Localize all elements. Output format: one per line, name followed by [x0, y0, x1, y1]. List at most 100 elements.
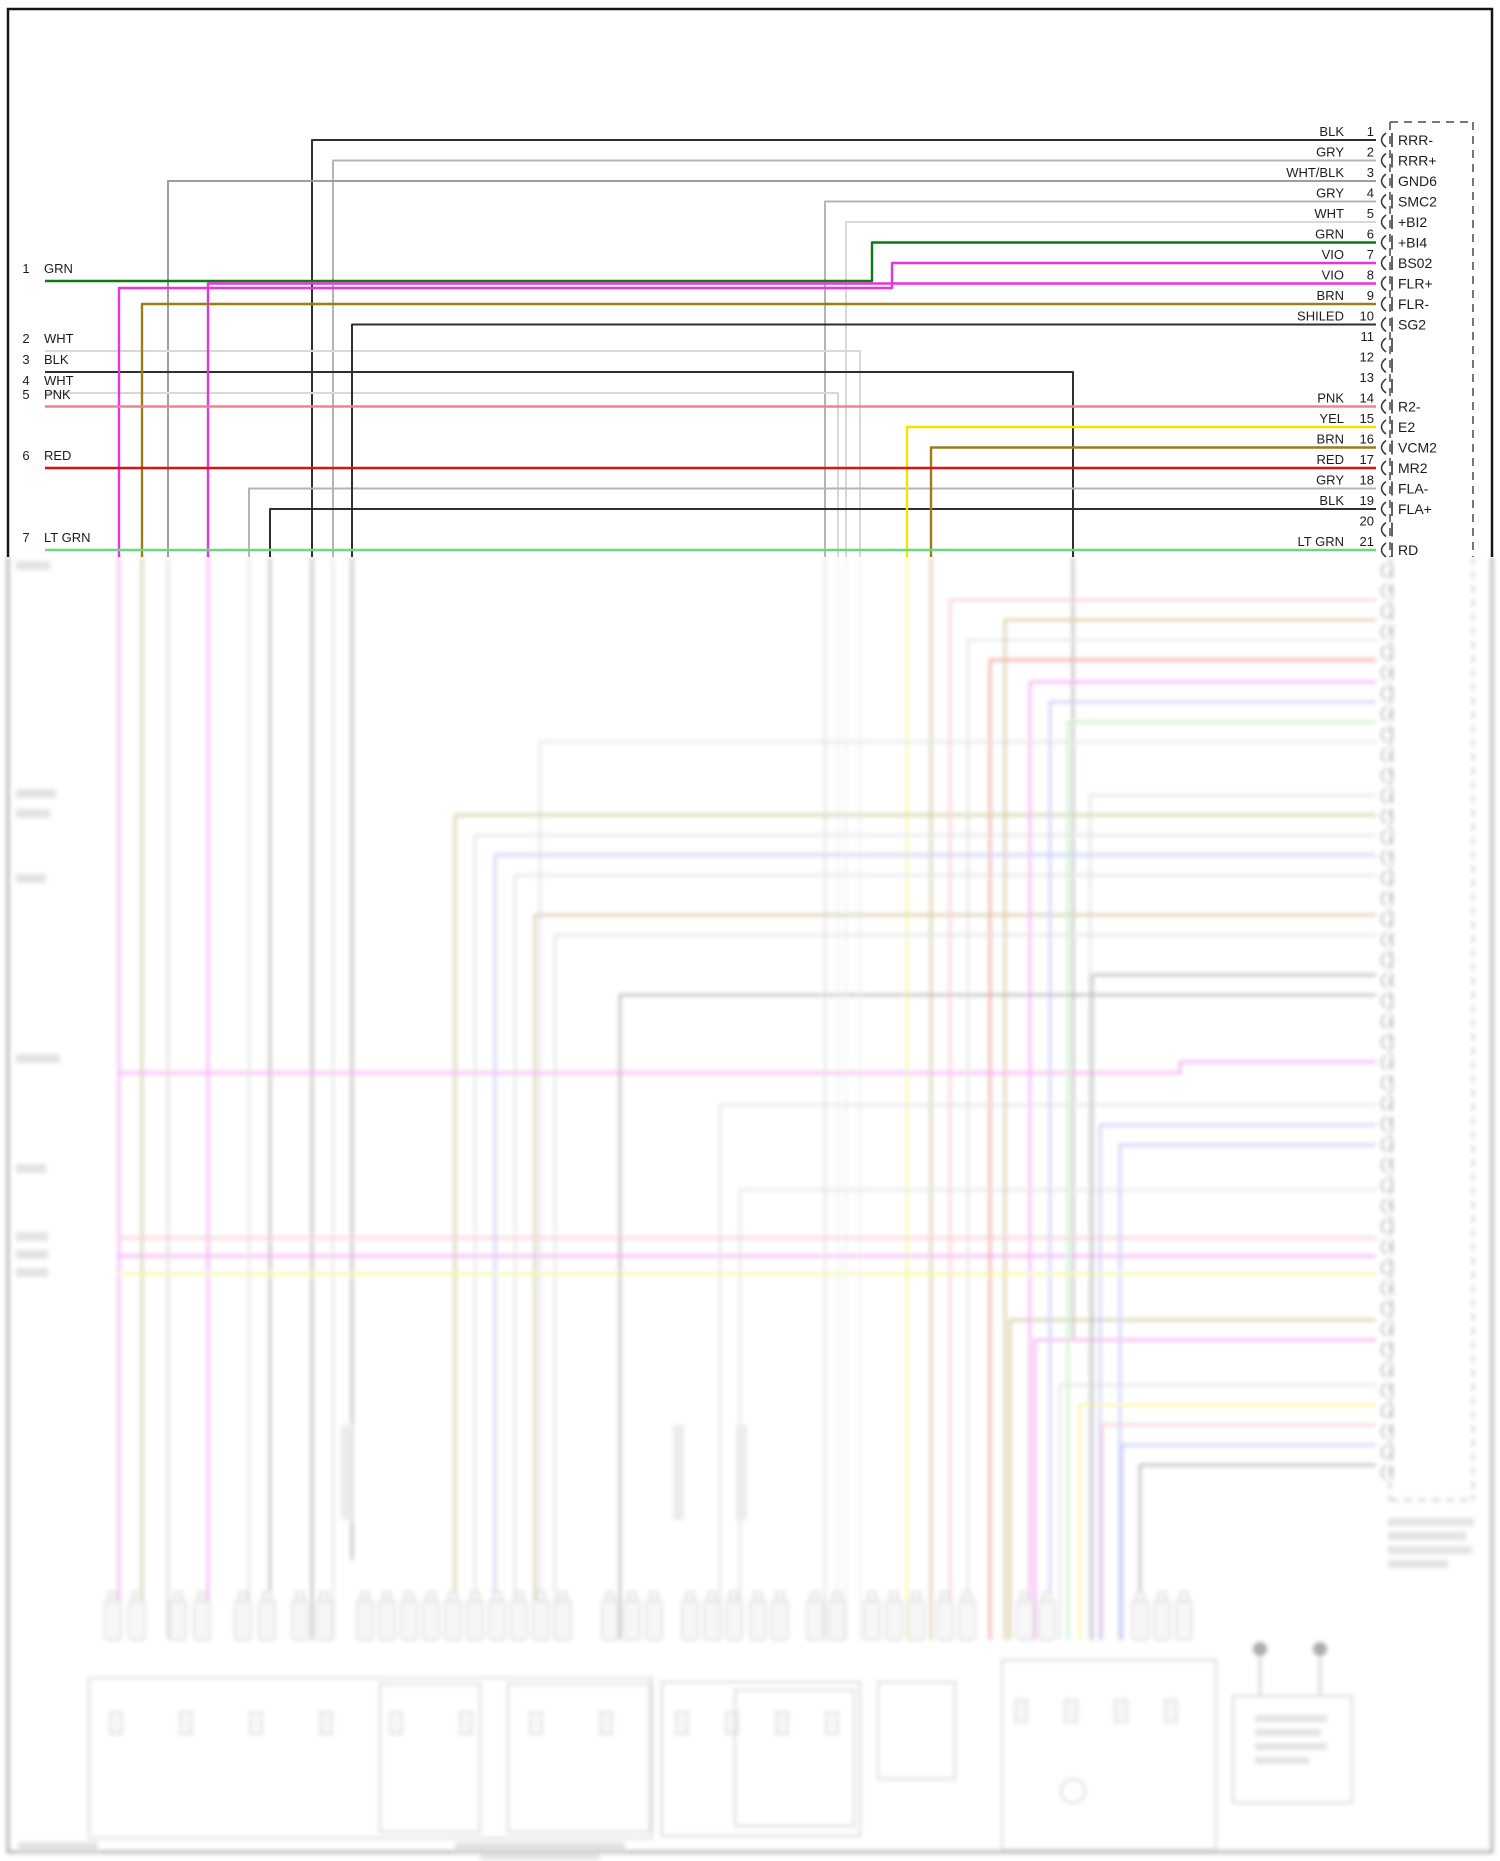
connector-plug: [601, 1599, 619, 1641]
pin-bracket-icon: [1380, 439, 1387, 456]
pin-bracket-icon: [1380, 665, 1387, 681]
connector-plug-cap: [832, 1591, 842, 1602]
left-wire-number: 5: [22, 387, 29, 402]
connector-plug-cap: [197, 1591, 207, 1602]
pin-bracket-icon: [1380, 1136, 1387, 1153]
pin-number: 18: [1360, 473, 1374, 488]
watermark-bar: [18, 1842, 98, 1851]
connector-plug: [771, 1599, 789, 1641]
pin-bracket-icon: [1380, 1116, 1387, 1132]
pin-number: 5: [1367, 206, 1374, 221]
pin-bracket-icon: [1380, 993, 1387, 1009]
left-wire-number: 6: [22, 448, 29, 463]
pin-label: RRR+: [1398, 153, 1437, 169]
pin-number: 12: [1360, 350, 1374, 365]
pin-bracket-icon: [1380, 1464, 1387, 1481]
connector-plug-cap: [173, 1591, 183, 1602]
connector-stub: [1164, 1699, 1178, 1723]
pin-wire-color: PNK: [1317, 391, 1344, 406]
component-label-bar: [1388, 1546, 1472, 1554]
connector-plug-cap: [1020, 1591, 1030, 1602]
connector-plug: [466, 1599, 484, 1641]
pin-number: 14: [1360, 391, 1374, 406]
connector-plug: [532, 1599, 550, 1641]
wire-pin4-gry: [824, 200, 1376, 557]
connector-plug: [885, 1599, 903, 1641]
connector-block: [1380, 121, 1474, 558]
pin-bracket-icon: [1380, 1218, 1387, 1235]
component-label-bar: [1388, 1518, 1474, 1526]
pin-bracket-icon: [1380, 849, 1387, 866]
blur-vert-blk: [269, 557, 1074, 1640]
pin-wire-color: WHT/BLK: [1286, 165, 1344, 180]
connector-plug-cap: [514, 1591, 524, 1602]
blur-run-blu: [493, 700, 1376, 1640]
connector-plug: [315, 1599, 333, 1641]
pin-rows: BLK 1 RRR- GRY 2 RRR+ WHT/BLK 3 GND6 GRY…: [1286, 124, 1437, 558]
connector-plug-cap: [707, 1591, 717, 1602]
blur-run-brn: [453, 618, 1376, 1640]
left-wire-color: WHT: [44, 331, 74, 346]
pin-bracket-icon: [1380, 644, 1387, 661]
pin-wire-color: VIO: [1322, 247, 1344, 262]
pin-bracket-icon: [1380, 542, 1387, 558]
wire-left3-blk: [45, 371, 1074, 557]
connector-plug: [828, 1599, 846, 1641]
blur-run-ltgrn: [1066, 720, 1376, 1640]
pin-bracket-icon: [1380, 1157, 1387, 1173]
page-border-bottom: [6, 557, 1494, 1854]
connector-plug-cap: [1135, 1591, 1145, 1602]
pin-bracket-icon: [1380, 931, 1387, 948]
connector-plug: [169, 1599, 187, 1641]
connector-plug: [193, 1599, 211, 1641]
pin-number: 4: [1367, 186, 1374, 201]
pin-bracket-icon: [1380, 788, 1387, 804]
connector-plug-cap: [492, 1591, 502, 1602]
pin-bracket-icon: [1380, 378, 1387, 394]
connector-plug: [958, 1599, 976, 1641]
connector-plug-cap: [132, 1591, 142, 1602]
pin-bracket-icon: [1380, 1280, 1387, 1296]
connector-plug-cap: [962, 1591, 972, 1602]
pin-brackets: [1380, 132, 1393, 558]
connector-plug-cap: [729, 1591, 739, 1602]
connector-plug: [444, 1599, 462, 1641]
connector-plug: [1175, 1599, 1193, 1641]
pin-label: FLA+: [1398, 501, 1432, 517]
pin-bracket-icon: [1380, 972, 1387, 989]
pin-number: 21: [1360, 534, 1374, 549]
pin-bracket-icon: [1380, 685, 1387, 702]
pin-bracket-icon: [1380, 255, 1387, 271]
pin-label: E2: [1398, 419, 1415, 435]
blur-run-yel: [119, 1272, 1376, 1640]
connector-plug-cap: [649, 1591, 659, 1602]
pin-bracket-icon: [1380, 296, 1387, 312]
pin-bracket-icon: [1380, 1239, 1387, 1255]
connector-plug: [128, 1599, 146, 1641]
connector-plug-cap: [753, 1591, 763, 1602]
connector-plug: [725, 1599, 743, 1641]
connector-plug: [749, 1599, 767, 1641]
blur-run-pnk: [119, 598, 1376, 1640]
pin-bracket-icon: [1380, 214, 1387, 230]
left-wire-labels: 1 GRN 2 WHT 3 BLK 4 WHT 5 PNK 6 RED 7 LT…: [22, 261, 90, 545]
connector-plug: [291, 1599, 309, 1641]
component-boxes: [88, 1642, 1353, 1851]
left-wire-color: PNK: [44, 387, 71, 402]
pin-bracket-icon: [1380, 624, 1387, 640]
left-wire-number: 3: [22, 352, 29, 367]
connector-plug-cap: [775, 1591, 785, 1602]
pin-bracket-icon: [1380, 521, 1387, 538]
connector-plug: [234, 1599, 252, 1641]
pin-wire-color: RED: [1317, 452, 1344, 467]
shield-bar: [341, 1425, 352, 1520]
pin-bracket-icon: [1380, 398, 1387, 415]
connector-plug-cap: [262, 1591, 272, 1602]
pin-bracket-icon: [1380, 132, 1387, 148]
pin-label: SMC2: [1398, 194, 1437, 210]
connector-plug: [554, 1599, 572, 1641]
wire-pin6-grn: [45, 241, 1376, 283]
pin-number: 10: [1360, 309, 1374, 324]
pin-wire-color: VIO: [1322, 268, 1344, 283]
pin-bracket-icon: [1380, 316, 1387, 333]
